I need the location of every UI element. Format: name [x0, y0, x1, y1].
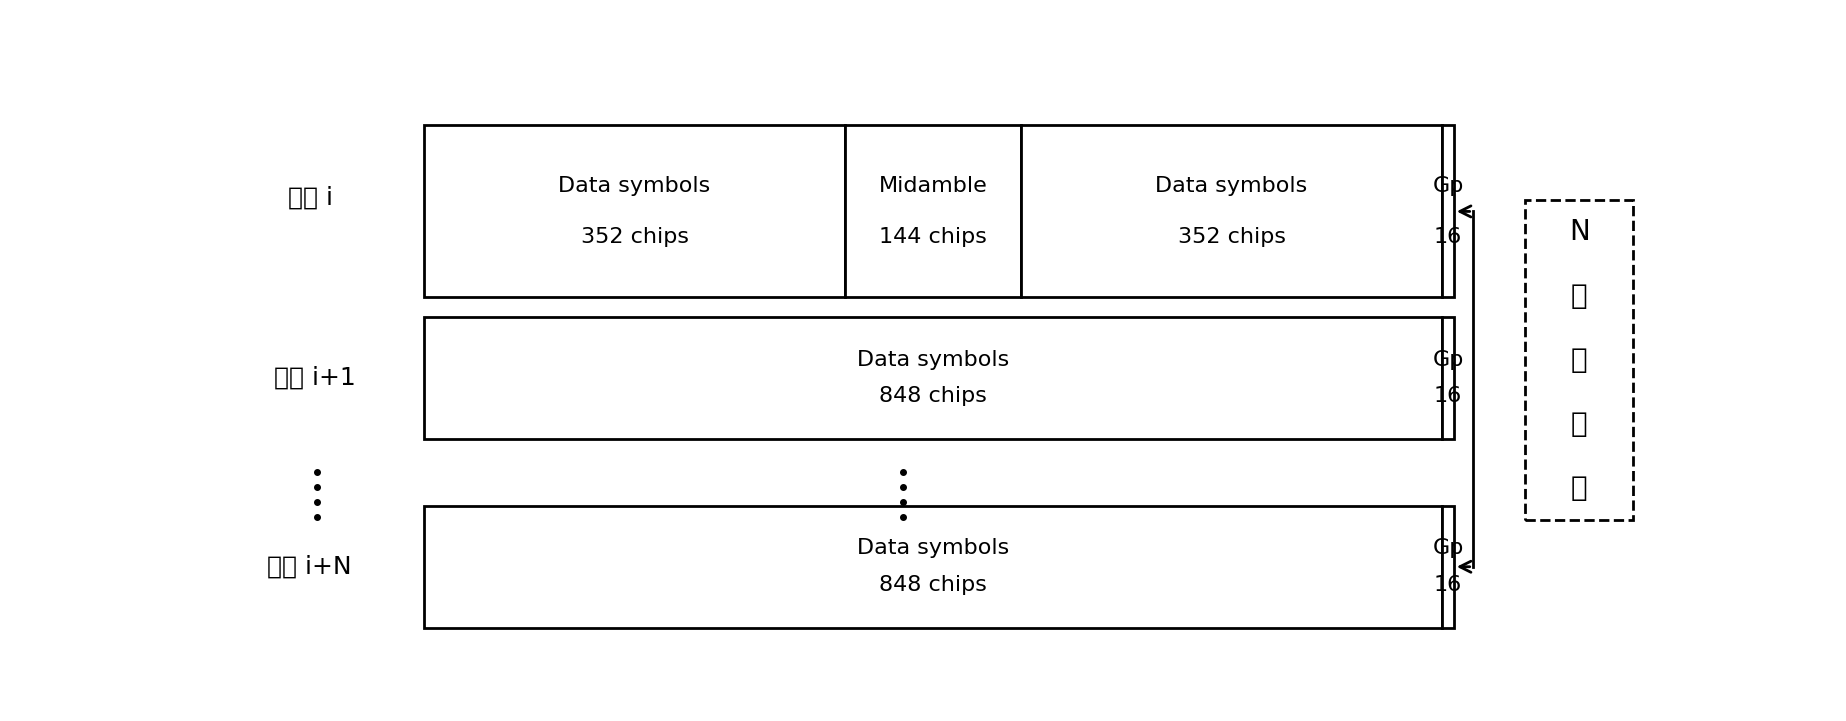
Text: Gp: Gp	[1432, 539, 1464, 559]
Text: Gp: Gp	[1432, 176, 1464, 195]
Bar	[425, 317, 1442, 439]
Text: 352 chips: 352 chips	[581, 227, 689, 247]
Text: 传: 传	[1571, 410, 1588, 438]
Text: Data symbols: Data symbols	[857, 539, 1010, 559]
Text: 16: 16	[1434, 575, 1462, 595]
Text: 道: 道	[1571, 346, 1588, 374]
Text: Gp: Gp	[1432, 350, 1464, 370]
Text: 144 chips: 144 chips	[879, 227, 988, 247]
Bar	[1442, 125, 1455, 298]
Text: 16: 16	[1434, 386, 1462, 407]
Text: 码道 i: 码道 i	[288, 185, 332, 210]
Bar	[425, 125, 845, 298]
Bar	[1442, 317, 1455, 439]
Text: Midamble: Midamble	[879, 176, 988, 195]
Text: 848 chips: 848 chips	[879, 575, 988, 595]
Text: 送: 送	[1571, 474, 1588, 502]
Text: Data symbols: Data symbols	[559, 176, 711, 195]
Bar	[845, 125, 1021, 298]
Text: 码: 码	[1571, 282, 1588, 310]
Text: Data symbols: Data symbols	[857, 350, 1010, 370]
Bar	[1442, 505, 1455, 628]
Text: 码道 i+1: 码道 i+1	[273, 366, 356, 390]
Bar	[425, 505, 1442, 628]
Bar	[1021, 125, 1442, 298]
Text: 16: 16	[1434, 227, 1462, 247]
Text: 码道 i+N: 码道 i+N	[266, 554, 351, 579]
Bar	[1525, 200, 1632, 520]
Text: N: N	[1569, 218, 1589, 247]
Text: 352 chips: 352 chips	[1178, 227, 1285, 247]
Text: Data symbols: Data symbols	[1156, 176, 1307, 195]
Text: 848 chips: 848 chips	[879, 386, 988, 407]
